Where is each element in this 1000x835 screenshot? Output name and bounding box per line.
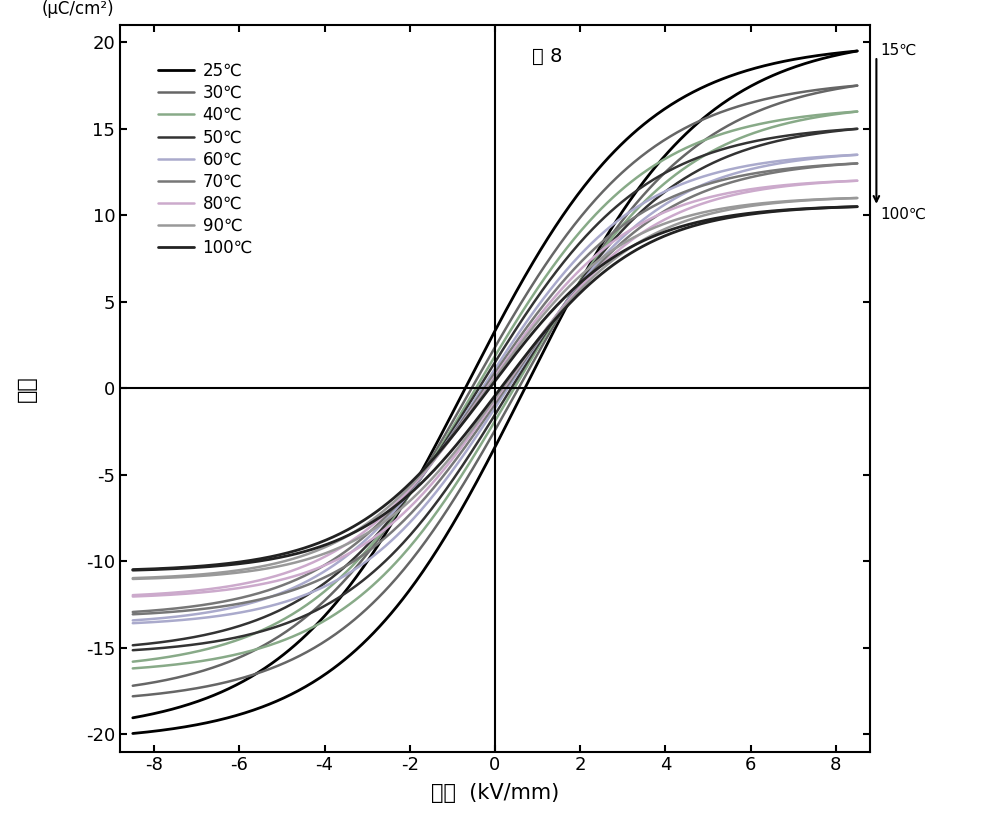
Text: 100℃: 100℃ — [881, 207, 927, 221]
Text: 图 8: 图 8 — [532, 47, 563, 66]
Legend: 25℃, 30℃, 40℃, 50℃, 60℃, 70℃, 80℃, 90℃, 100℃: 25℃, 30℃, 40℃, 50℃, 60℃, 70℃, 80℃, 90℃, … — [151, 55, 259, 264]
Y-axis label: 极化: 极化 — [17, 375, 37, 402]
Text: 15℃: 15℃ — [881, 43, 917, 58]
Text: (μC/cm²): (μC/cm²) — [41, 0, 114, 18]
X-axis label: 电场  (kV/mm): 电场 (kV/mm) — [431, 782, 559, 802]
